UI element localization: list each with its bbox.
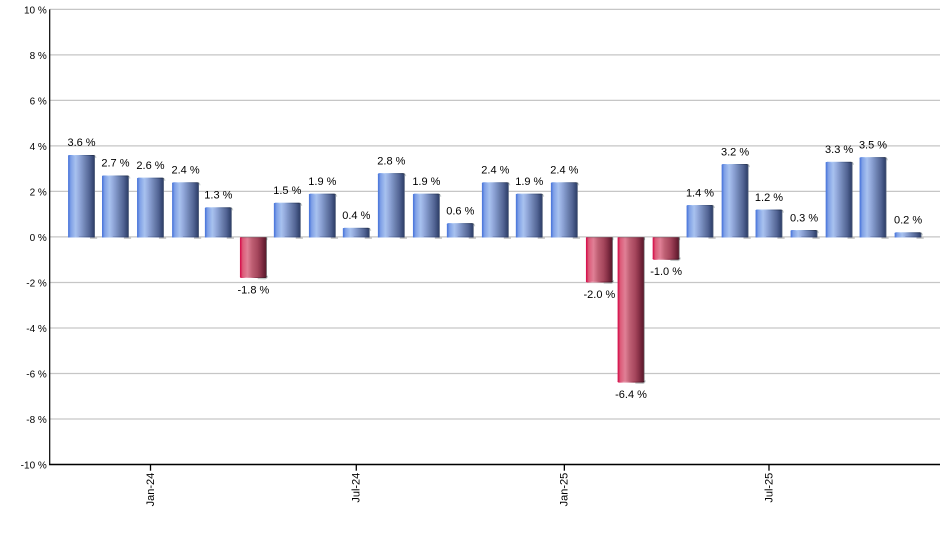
svg-text:1.9 %: 1.9 % [308,176,336,188]
svg-text:2.4 %: 2.4 % [171,165,199,177]
svg-text:1.9 %: 1.9 % [515,176,543,188]
svg-text:-2.0 %: -2.0 % [583,289,615,301]
svg-text:-1.0 %: -1.0 % [650,266,682,278]
svg-text:-4 %: -4 % [26,324,47,335]
svg-text:2.4 %: 2.4 % [550,165,578,177]
svg-text:0.3 %: 0.3 % [790,212,818,224]
svg-text:3.6 %: 3.6 % [67,137,95,149]
svg-text:-10 %: -10 % [21,461,47,472]
svg-text:Jul-24: Jul-24 [351,473,363,503]
svg-text:3.2 %: 3.2 % [721,146,749,158]
svg-text:-1.8 %: -1.8 % [237,284,269,296]
svg-text:-6 %: -6 % [26,370,47,381]
svg-text:4 %: 4 % [30,142,47,153]
svg-text:-2 %: -2 % [26,279,47,290]
svg-text:6 %: 6 % [30,97,47,108]
svg-text:1.3 %: 1.3 % [204,190,232,202]
svg-text:2.8 %: 2.8 % [377,155,405,167]
svg-text:0.2 %: 0.2 % [894,215,922,227]
svg-text:0.4 %: 0.4 % [342,210,370,222]
svg-text:8 %: 8 % [30,51,47,62]
svg-text:Jan-24: Jan-24 [145,473,157,507]
svg-text:3.3 %: 3.3 % [825,144,853,156]
svg-text:0.6 %: 0.6 % [446,206,474,218]
svg-text:2.7 %: 2.7 % [101,158,129,170]
svg-text:1.5 %: 1.5 % [273,185,301,197]
svg-text:2.4 %: 2.4 % [481,165,509,177]
svg-text:2 %: 2 % [30,188,47,199]
svg-text:1.9 %: 1.9 % [412,176,440,188]
svg-text:Jul-25: Jul-25 [763,473,775,503]
svg-text:Jan-25: Jan-25 [559,473,571,507]
svg-text:0 %: 0 % [30,233,47,244]
svg-text:3.5 %: 3.5 % [859,140,887,152]
svg-text:1.2 %: 1.2 % [755,192,783,204]
svg-text:10 %: 10 % [24,6,47,17]
svg-text:-6.4 %: -6.4 % [615,389,647,401]
svg-text:-8 %: -8 % [26,415,47,426]
svg-text:1.4 %: 1.4 % [686,187,714,199]
svg-text:2.6 %: 2.6 % [136,160,164,172]
